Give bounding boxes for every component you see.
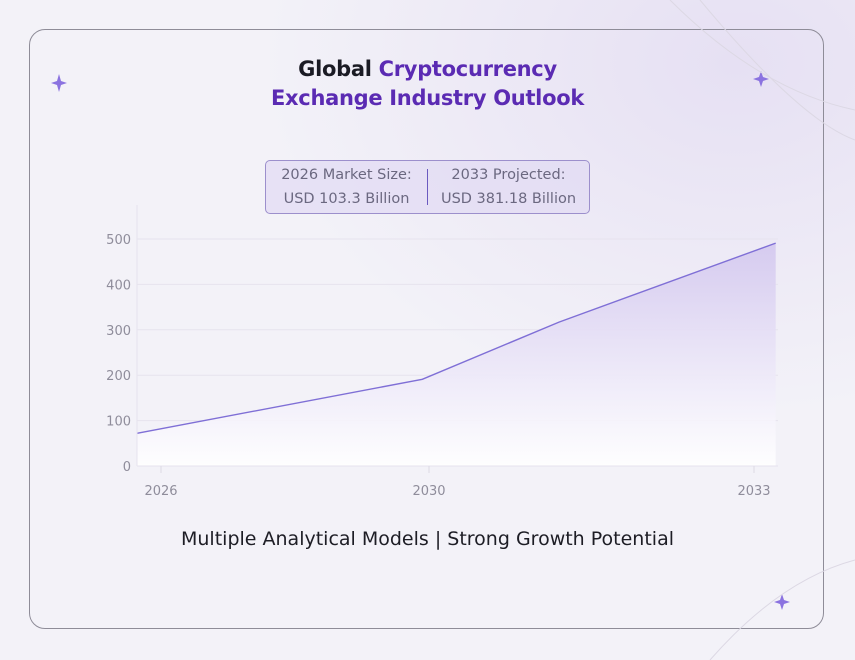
area-fill — [137, 243, 776, 466]
y-tick-label: 200 — [106, 369, 131, 384]
series-line — [136, 242, 776, 434]
stat-2033: 2033 Projected: USD 381.18 Billion — [428, 163, 589, 211]
x-tick-label: 2033 — [737, 484, 770, 499]
stats-divider — [427, 169, 428, 205]
decorative-arcs — [669, 0, 855, 660]
y-tick-label: 400 — [106, 278, 131, 293]
stat-label: 2026 Market Size: — [281, 167, 412, 183]
footer-tagline: Multiple Analytical Models | Strong Grow… — [181, 528, 674, 550]
x-tick-label: 2030 — [412, 484, 445, 499]
title-part-2: Cryptocurrency — [378, 57, 558, 81]
y-tick-label: 500 — [106, 233, 131, 248]
x-tick-label: 2026 — [144, 484, 177, 499]
stat-value: USD 103.3 Billion — [283, 191, 410, 207]
y-tick-label: 0 — [123, 460, 131, 475]
stat-label: 2033 Projected: — [451, 167, 566, 183]
stats-box: 2026 Market Size: USD 103.3 Billion 2033… — [265, 160, 590, 214]
card-frame — [29, 29, 824, 629]
chart-title: Global Cryptocurrency Exchange Industry … — [0, 55, 855, 113]
sparkle-icon — [51, 71, 790, 610]
y-tick-label: 300 — [106, 324, 131, 339]
stat-value: USD 381.18 Billion — [440, 191, 577, 207]
title-line-2: Exchange Industry Outlook — [271, 86, 584, 110]
y-tick-label: 100 — [106, 415, 131, 430]
stat-2026: 2026 Market Size: USD 103.3 Billion — [266, 163, 427, 211]
title-part-1: Global — [298, 57, 372, 81]
